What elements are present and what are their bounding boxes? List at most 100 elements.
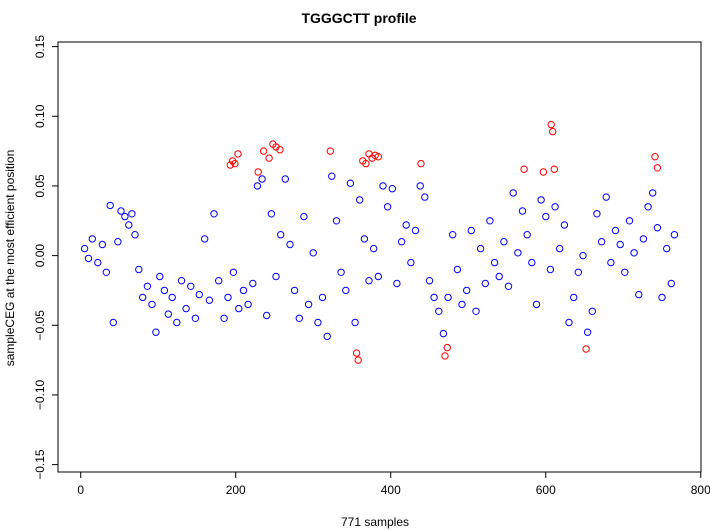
data-point-highlighted: [362, 159, 370, 168]
data-point: [88, 235, 97, 243]
data-point: [449, 231, 457, 239]
data-point: [244, 300, 252, 309]
data-point: [160, 286, 169, 295]
data-point: [649, 189, 657, 197]
data-point: [467, 226, 475, 235]
data-point: [397, 238, 406, 246]
data-point: [114, 238, 122, 246]
y-tick-label: −0.10: [33, 379, 47, 410]
data-point: [463, 286, 471, 295]
data-point: [388, 185, 396, 193]
data-point: [565, 318, 573, 327]
data-point: [117, 207, 125, 215]
data-point: [191, 314, 200, 322]
data-point: [486, 217, 494, 225]
data-point: [121, 212, 129, 221]
data-point-highlighted: [549, 127, 557, 136]
data-point: [201, 235, 209, 243]
data-point: [514, 249, 522, 257]
data-point: [458, 300, 466, 309]
data-point: [98, 240, 107, 249]
data-point: [611, 226, 620, 235]
data-point: [109, 318, 118, 327]
data-point: [346, 179, 355, 187]
data-point-highlighted: [276, 146, 284, 154]
y-axis: −0.15 −0.10 −0.05 0.00 0.05 0.10 0.15: [33, 35, 59, 480]
data-point: [290, 286, 299, 295]
data-point: [106, 201, 114, 210]
data-point: [532, 300, 541, 309]
data-point: [583, 328, 592, 336]
data-point: [407, 258, 415, 267]
data-point: [195, 290, 204, 299]
data-point: [215, 277, 223, 285]
x-tick-label: 800: [691, 483, 710, 497]
data-point: [253, 182, 262, 190]
data-point-highlighted: [520, 165, 528, 173]
data-point: [164, 310, 173, 318]
data-point-highlighted: [441, 352, 449, 360]
data-point: [173, 318, 181, 327]
data-point: [300, 212, 308, 221]
data-point: [542, 212, 550, 221]
data-point: [277, 231, 285, 239]
y-tick-label: −0.15: [33, 449, 47, 480]
data-point: [314, 318, 322, 327]
data-point: [177, 277, 186, 285]
data-point: [80, 244, 89, 253]
data-point: [272, 272, 280, 281]
data-point-highlighted: [582, 345, 590, 353]
data-point: [365, 277, 373, 285]
data-point: [351, 318, 359, 327]
data-point: [220, 314, 228, 322]
data-point: [663, 244, 671, 253]
data-point: [135, 265, 143, 274]
data-point: [570, 293, 578, 302]
data-point-highlighted: [326, 147, 334, 155]
data-point-highlighted: [226, 161, 235, 169]
y-tick-label: 0.00: [33, 244, 47, 268]
data-point: [152, 328, 160, 336]
data-point: [518, 207, 527, 215]
data-point-highlighted: [265, 154, 273, 162]
data-point: [556, 244, 564, 253]
data-point: [435, 307, 443, 315]
data-point: [421, 193, 429, 201]
data-point: [523, 231, 531, 239]
data-point: [281, 175, 289, 183]
data-point: [267, 210, 276, 218]
data-point: [263, 311, 271, 320]
data-point-highlighted: [374, 153, 382, 161]
y-tick-label: 0.15: [33, 35, 47, 59]
data-point: [472, 307, 480, 315]
y-axis-label: sampleCEG at the most efficient position: [3, 150, 17, 367]
data-point-highlighted: [653, 164, 662, 172]
data-point: [630, 249, 638, 257]
data-point: [84, 254, 93, 263]
data-point: [210, 210, 218, 218]
data-point: [323, 332, 331, 341]
data-point: [453, 265, 462, 274]
data-point-highlighted: [352, 349, 361, 357]
data-point: [318, 293, 327, 302]
data-point: [235, 304, 243, 313]
data-point-highlighted: [443, 343, 451, 352]
data-point: [128, 210, 136, 218]
data-point-highlighted: [417, 159, 425, 168]
data-point: [500, 238, 508, 246]
data-point: [258, 175, 266, 183]
data-point: [667, 279, 675, 288]
data-point: [168, 293, 176, 302]
data-point: [621, 268, 629, 276]
data-point: [139, 293, 147, 302]
data-point: [644, 203, 652, 211]
data-point: [504, 282, 513, 290]
data-point: [546, 265, 555, 274]
data-points: [80, 120, 679, 364]
x-axis: 0 200 400 600 800: [77, 471, 710, 497]
data-point: [239, 286, 248, 295]
data-point: [131, 231, 139, 239]
data-point-highlighted: [651, 153, 659, 161]
